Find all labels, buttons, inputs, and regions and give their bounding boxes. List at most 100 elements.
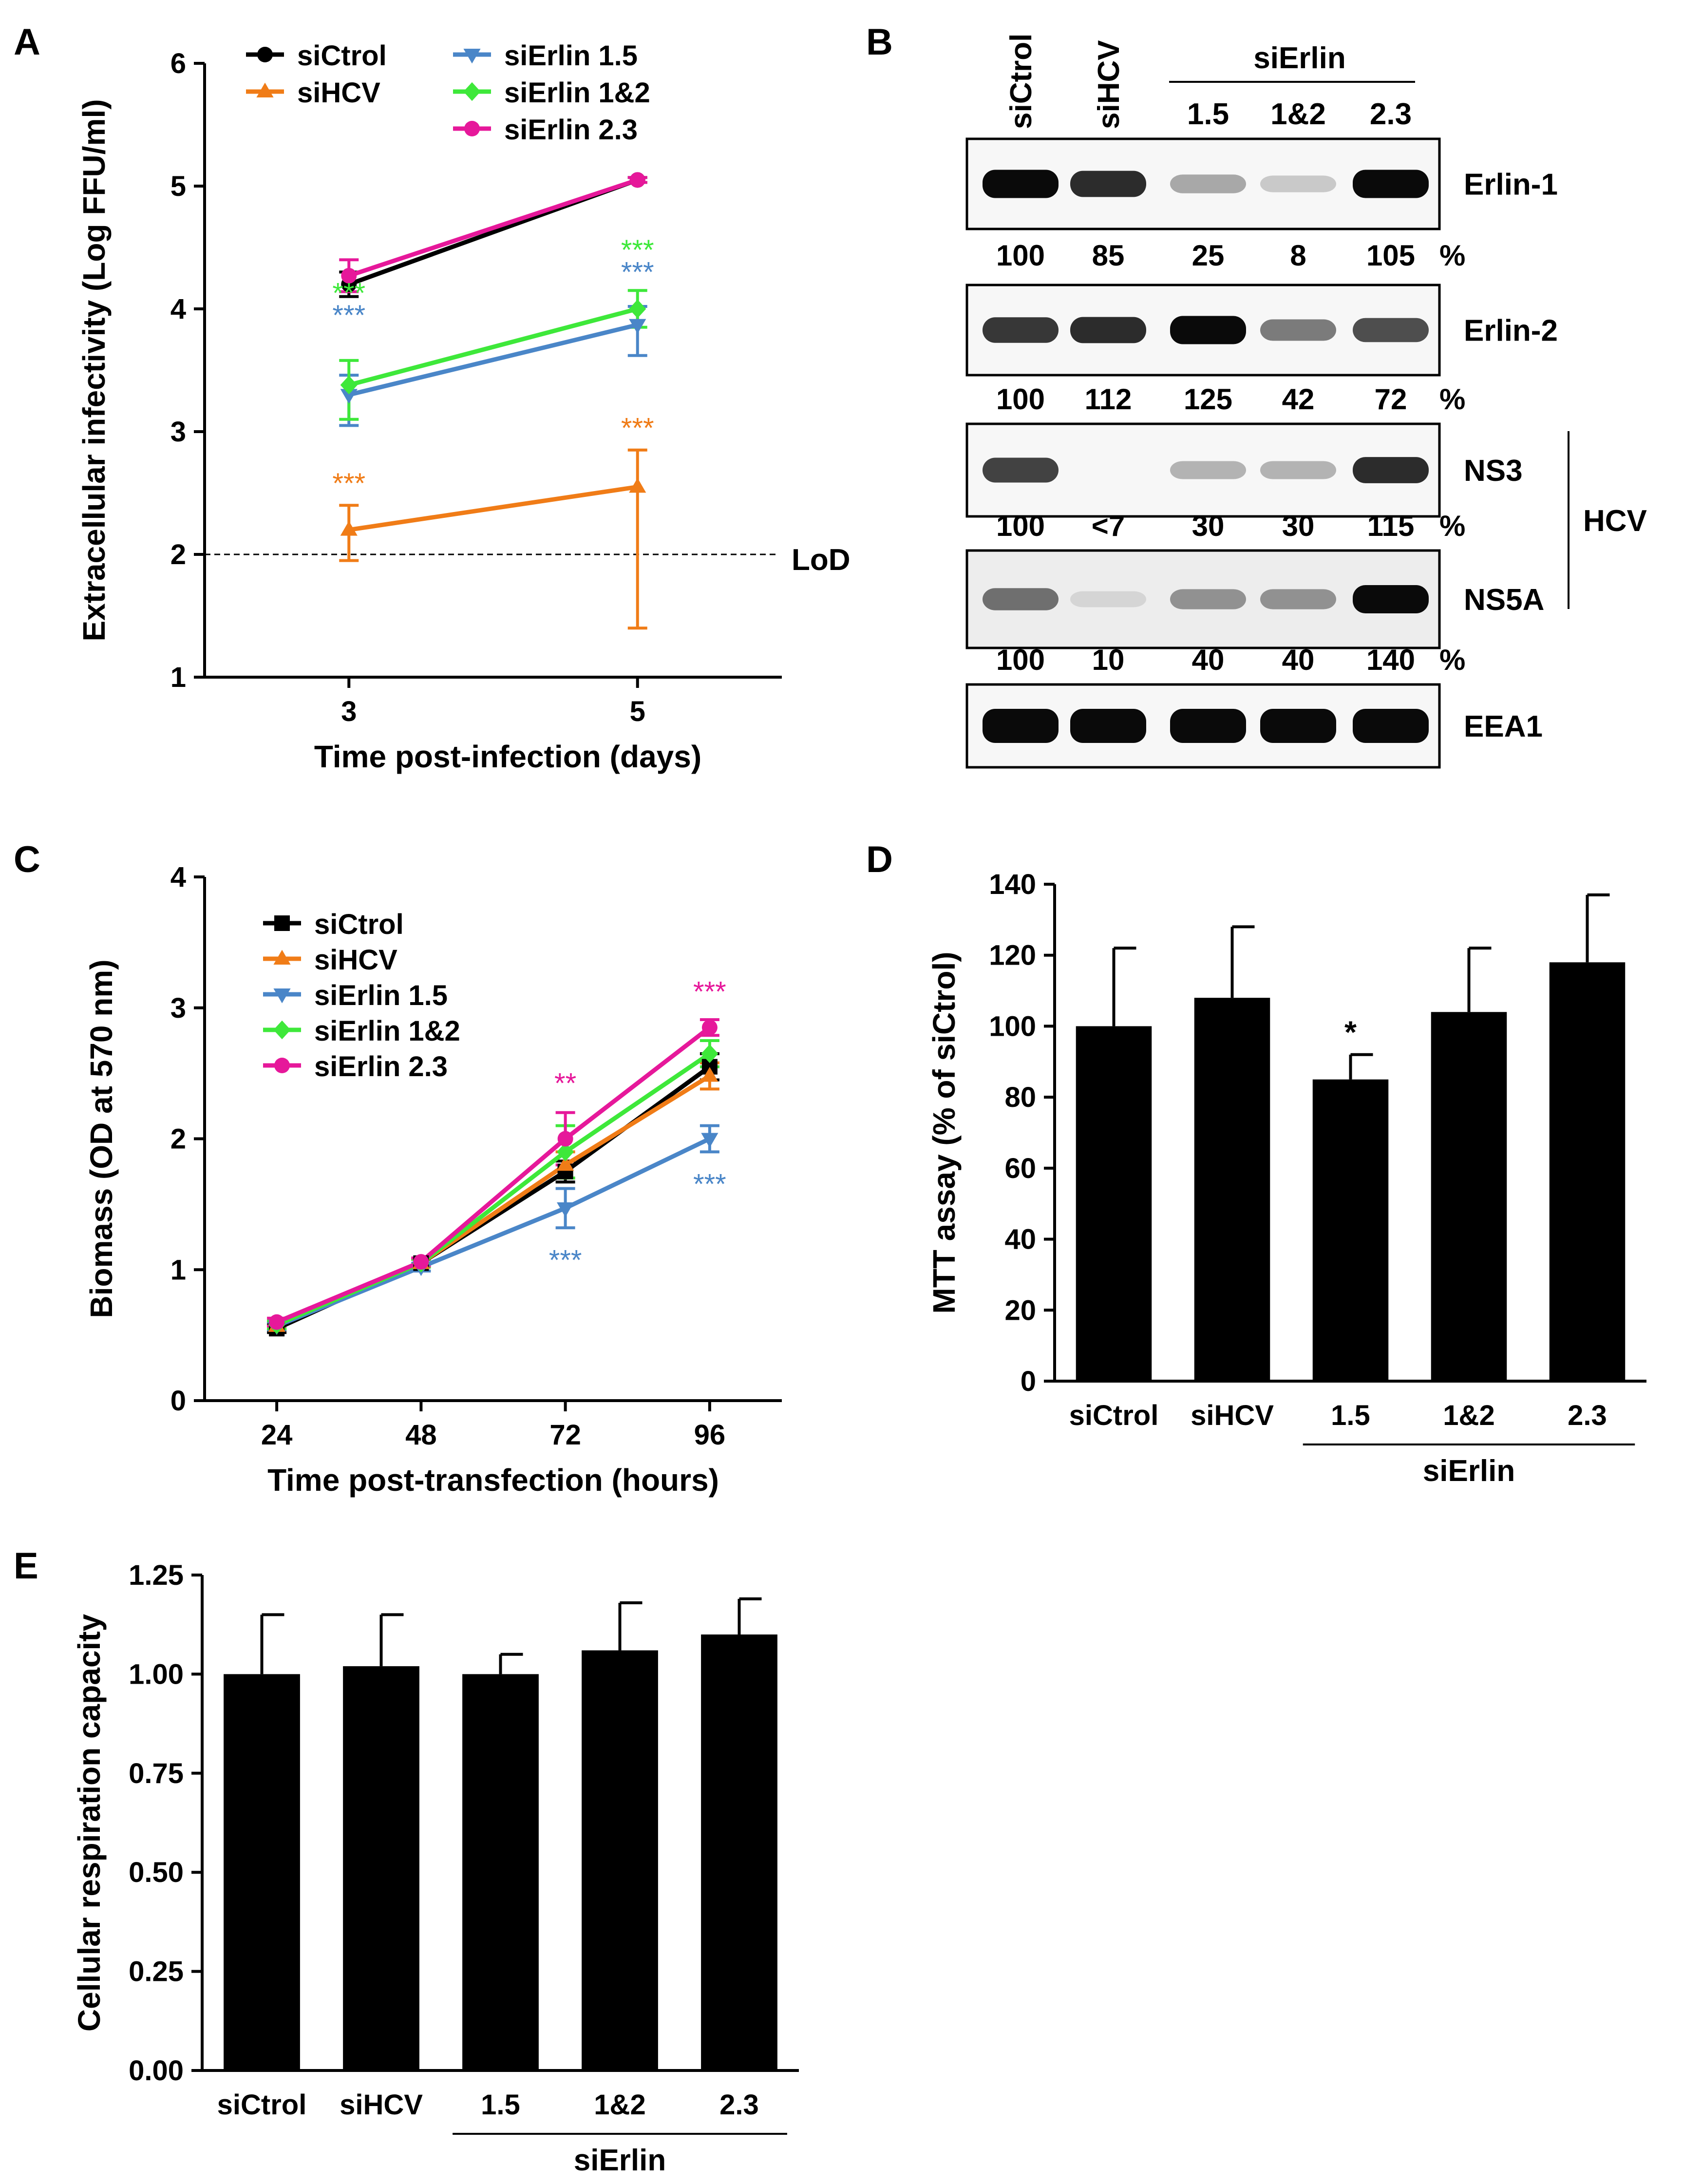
data-point [340, 389, 358, 404]
group-label: siErlin [1423, 1454, 1515, 1488]
quant-value: 100 [996, 239, 1045, 272]
x-axis-label: Time post-infection (days) [314, 739, 701, 774]
series-line [276, 1137, 711, 1328]
blot-band [1170, 589, 1246, 609]
y-tick-label: 0.75 [129, 1758, 184, 1789]
significance-marker: *** [693, 976, 726, 1007]
significance-marker: *** [332, 277, 365, 309]
y-tick-label: 1 [170, 662, 186, 693]
x-tick-label: 48 [405, 1419, 437, 1451]
blot-band [1353, 585, 1429, 613]
x-axis-label: Time post-transfection (hours) [267, 1462, 719, 1498]
y-tick-label: 0 [170, 1385, 186, 1417]
blot-band [1353, 318, 1429, 342]
series-line [348, 306, 638, 387]
lane-label: siHCV [1092, 40, 1126, 129]
x-tick-label: 2.3 [719, 2089, 759, 2121]
lane-label: 1.5 [1187, 97, 1229, 131]
blot-band [1260, 709, 1336, 743]
quant-value: 105 [1366, 239, 1415, 272]
y-axis-label: MTT assay (% of siCtrol) [927, 951, 962, 1313]
x-tick-label: 5 [630, 696, 645, 727]
significance-marker: *** [332, 300, 365, 331]
series-line [348, 484, 638, 532]
bar [1549, 962, 1626, 1381]
quant-value: 10 [1092, 644, 1125, 676]
y-tick-label: 80 [1004, 1082, 1036, 1113]
legend-marker [257, 47, 273, 62]
data-point [269, 1314, 285, 1330]
significance-marker: *** [549, 1244, 582, 1276]
legend-marker [256, 82, 274, 97]
series-line [348, 323, 638, 397]
y-tick-label: 140 [989, 869, 1036, 900]
blot-band [1260, 461, 1336, 479]
y-tick-label: 1.00 [129, 1658, 184, 1690]
blot-band [1353, 709, 1429, 743]
x-tick-label: 96 [694, 1419, 726, 1451]
panel-a-line-chart: 1 2 3 4 5 6 3 5 Time post-infection (days) Extrac… [76, 40, 851, 774]
panel-letter-b: B [866, 21, 893, 63]
bar [343, 1666, 419, 2070]
y-tick-label: 6 [170, 48, 186, 79]
blot-band [1070, 591, 1146, 608]
significance-marker: *** [693, 1168, 726, 1200]
legend-label: siHCV [297, 77, 380, 109]
lod-label: LoD [792, 543, 851, 577]
blot-band [1170, 174, 1246, 193]
legend-marker [273, 988, 291, 1004]
data-point [557, 1131, 573, 1147]
x-tick-label: 3 [341, 696, 357, 727]
y-tick-label: 2 [170, 1123, 186, 1155]
series-line [348, 178, 639, 278]
data-point [340, 521, 358, 536]
y-tick-label: 0.25 [129, 1956, 184, 1988]
lane-label: 2.3 [1370, 97, 1412, 131]
group-label: siErlin [574, 2144, 666, 2177]
y-tick-label: 20 [1004, 1294, 1036, 1326]
x-tick-label: 24 [261, 1419, 293, 1451]
panel-letter-d: D [866, 839, 893, 880]
quant-value: 40 [1282, 644, 1315, 676]
data-point [629, 319, 646, 334]
blot-band [1170, 709, 1246, 743]
blot-band [1260, 589, 1336, 609]
x-tick-label: siCtrol [217, 2089, 307, 2121]
y-tick-label: 5 [170, 171, 186, 202]
quant-value: 140 [1366, 644, 1415, 676]
quant-value: 100 [996, 383, 1045, 416]
panel-e-bar-chart: 0.00 0.25 0.50 0.75 1.00 1.25 Cellular respira… [72, 1559, 799, 2177]
y-axis-label: Extracellular infectivity (Log FFU/ml) [76, 99, 112, 641]
blot-band [1070, 709, 1146, 743]
y-tick-label: 40 [1004, 1224, 1036, 1255]
blot-band [1260, 319, 1336, 341]
blot-row-label: NS5A [1464, 583, 1544, 617]
x-tick-label: siCtrol [1069, 1400, 1159, 1431]
blot-band [983, 170, 1059, 198]
y-tick-label: 120 [989, 940, 1036, 971]
y-tick-label: 0.00 [129, 2055, 184, 2087]
significance-marker: *** [332, 468, 365, 499]
x-tick-label: 1&2 [1443, 1400, 1494, 1431]
significance-marker: ** [554, 1067, 576, 1099]
y-tick-label: 3 [170, 416, 186, 448]
series-line [276, 1026, 711, 1324]
y-tick-label: 2 [170, 539, 186, 570]
blot-band [1070, 317, 1146, 343]
legend-marker [463, 49, 481, 64]
quant-value: 42 [1282, 383, 1315, 416]
legend-label: siCtrol [297, 40, 387, 72]
quant-value: 100 [996, 510, 1045, 542]
blot-band [1353, 457, 1429, 483]
legend-marker [463, 82, 481, 101]
blot-band [983, 709, 1059, 743]
blot-band [983, 588, 1059, 610]
legend-label: siErlin 2.3 [504, 114, 638, 146]
y-axis-label: Cellular respiration capacity [72, 1614, 107, 2032]
legend-label: siHCV [314, 944, 397, 976]
bar [582, 1650, 658, 2070]
legend-label: siErlin 1&2 [314, 1015, 460, 1047]
quant-unit: % [1439, 644, 1465, 676]
quant-value: 125 [1184, 383, 1232, 416]
y-tick-label: 1 [170, 1254, 186, 1286]
